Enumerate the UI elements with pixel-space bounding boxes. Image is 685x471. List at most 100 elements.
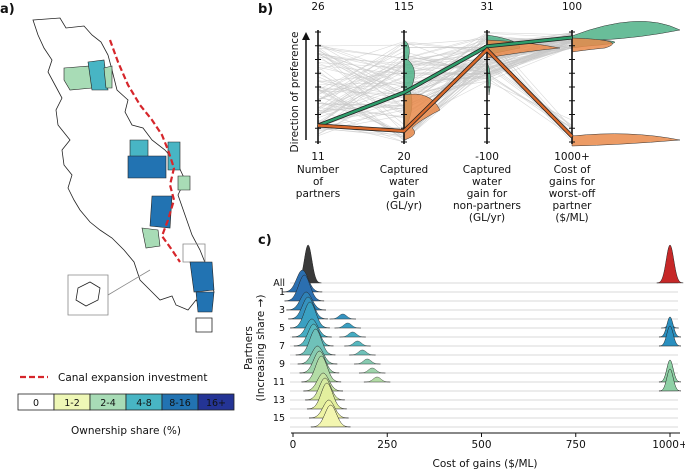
- zone-2-4-a: [63, 65, 93, 91]
- ridge-row-label-3: 3: [279, 305, 285, 316]
- zone-8-16-c: [189, 261, 215, 293]
- map-north-region: [32, 17, 215, 311]
- zone-4-8-a: [87, 59, 109, 91]
- axis-title-line-1: gain: [393, 188, 416, 200]
- axis-title-line-0: partners: [296, 188, 340, 200]
- background-solution-line: [317, 52, 573, 142]
- ridge-peak-row-16: [310, 404, 351, 428]
- axis-top-value-0: 26: [311, 1, 325, 13]
- ridge-peak-row-11: [301, 355, 342, 383]
- zone-4-8-c: [167, 141, 181, 171]
- ridge-row-label-9: 9: [279, 359, 285, 370]
- map-southwest-block: [195, 317, 213, 333]
- zone-2-4-c: [177, 175, 191, 191]
- ridge-high-cost-peak-7: [658, 325, 682, 347]
- axis-title-line-2: non-partners: [453, 200, 521, 212]
- ridge-row-label-13: 13: [273, 395, 285, 406]
- axis-top-value-1: 115: [394, 1, 414, 13]
- density-shape-7: [571, 133, 681, 147]
- legend-bin-label-5: 16+: [206, 398, 226, 409]
- ridge-all-peak-1: [656, 244, 684, 284]
- background-solution-line: [317, 43, 573, 75]
- parallel-highlighted-solutions: [317, 35, 574, 138]
- legend-title: Ownership share (%): [71, 425, 181, 437]
- ridge-peak-row-8: [295, 328, 336, 356]
- ownership-fills: [63, 59, 215, 313]
- axis-title-line-1: water: [389, 176, 420, 188]
- ridge-xtick-label-2: 500: [471, 439, 491, 451]
- background-solution-line: [317, 40, 573, 76]
- axis-title-line-3: partner: [553, 200, 593, 212]
- background-solution-line: [317, 54, 573, 125]
- ridge-peak-row-14: [306, 382, 347, 410]
- zone-4-8-b: [129, 139, 149, 159]
- legend-bin-label-3: 4-8: [136, 398, 152, 409]
- ridge-row-label-5: 5: [279, 323, 285, 334]
- background-solution-line: [317, 32, 573, 135]
- zone-2-4-d: [141, 227, 161, 249]
- ridge-xtick-label-3: 750: [566, 439, 586, 451]
- ridge-xlabel: Cost of gains ($/ML): [433, 458, 538, 470]
- axis-top-value-2: 31: [480, 1, 493, 13]
- axis-bottom-value-2: -100: [475, 151, 499, 163]
- background-solution-line: [317, 37, 573, 134]
- ridge-secondary-peak-8: [349, 349, 376, 356]
- panel-c-label: c): [258, 233, 272, 248]
- axis-title-line-3: Cost of: [554, 164, 591, 176]
- parallel-axis-labels: 2611Numberofpartners11520Capturedwaterga…: [296, 1, 596, 224]
- ridge-secondary-peak-4: [329, 313, 356, 320]
- ridge-secondary-peak-10: [359, 367, 386, 374]
- background-solution-line: [317, 41, 573, 114]
- ridge-peak-row-2: [284, 274, 325, 302]
- canal-expansion-line: [108, 39, 181, 263]
- axis-title-line-1: (GL/yr): [386, 200, 422, 212]
- ridge-secondary-peak-11: [363, 376, 391, 383]
- density-shape-6: [571, 37, 613, 53]
- background-solution-line: [317, 48, 573, 82]
- ridge-row-label-15: 15: [273, 413, 285, 424]
- axis-title-line-3: worst-off: [549, 188, 596, 200]
- background-solution-line: [317, 47, 573, 135]
- legend-line-label: Canal expansion investment: [58, 372, 207, 384]
- ridge-xtick-label-4: 1000+: [652, 439, 685, 451]
- ownership-colorbar: 0 1-2 2-4 4-8 8-16 16+: [17, 393, 235, 411]
- panel-b-label: b): [258, 2, 273, 17]
- ridge-xtick-label-0: 0: [290, 439, 297, 451]
- highlight-solution-orange: [317, 47, 573, 138]
- background-solution-line: [317, 41, 573, 94]
- zone-8-16-b: [149, 195, 173, 229]
- zone-2-4-b: [103, 65, 113, 89]
- ridge-row-label-11: 11: [273, 377, 285, 388]
- background-solution-line: [317, 37, 573, 47]
- highlight-solution-green: [317, 36, 573, 127]
- ridge-ylabel-2: (Increasing share →): [255, 295, 267, 402]
- axis-title-line-2: water: [472, 176, 503, 188]
- ownership-map: [32, 17, 215, 333]
- map-inset-shape: [75, 281, 101, 307]
- legend-swatch-5: [197, 393, 235, 411]
- map-inset-pointer: [107, 269, 151, 296]
- axis-bottom-value-3: 1000+: [554, 151, 590, 163]
- ridge-xtick-label-1: 250: [377, 439, 397, 451]
- ridge-row-label-0: All: [273, 278, 285, 289]
- ridge-secondary-peak-5: [334, 322, 361, 329]
- axis-top-value-3: 100: [562, 1, 582, 13]
- legend-bin-label-2: 2-4: [100, 398, 116, 409]
- ridge-high-cost-peak-12: [658, 368, 682, 392]
- panel-a-label: a): [0, 2, 15, 17]
- zone-8-16-a: [127, 155, 167, 179]
- ridge-secondary-peak-6: [339, 331, 366, 338]
- axis-title-line-1: Captured: [380, 164, 428, 176]
- background-solution-line: [317, 47, 573, 134]
- ridge-secondary-peak-9: [354, 358, 381, 365]
- background-solution-line: [317, 48, 573, 133]
- axis-bottom-value-1: 20: [397, 151, 410, 163]
- background-solution-line: [317, 35, 573, 59]
- axis-title-line-0: of: [313, 176, 323, 188]
- axis-title-line-0: Number: [297, 164, 340, 176]
- direction-arrowhead: [302, 32, 310, 40]
- ridge-row-label-7: 7: [279, 341, 285, 352]
- ridge-peak-row-5: [289, 301, 330, 329]
- ridge-row-label-1: 1: [279, 287, 285, 298]
